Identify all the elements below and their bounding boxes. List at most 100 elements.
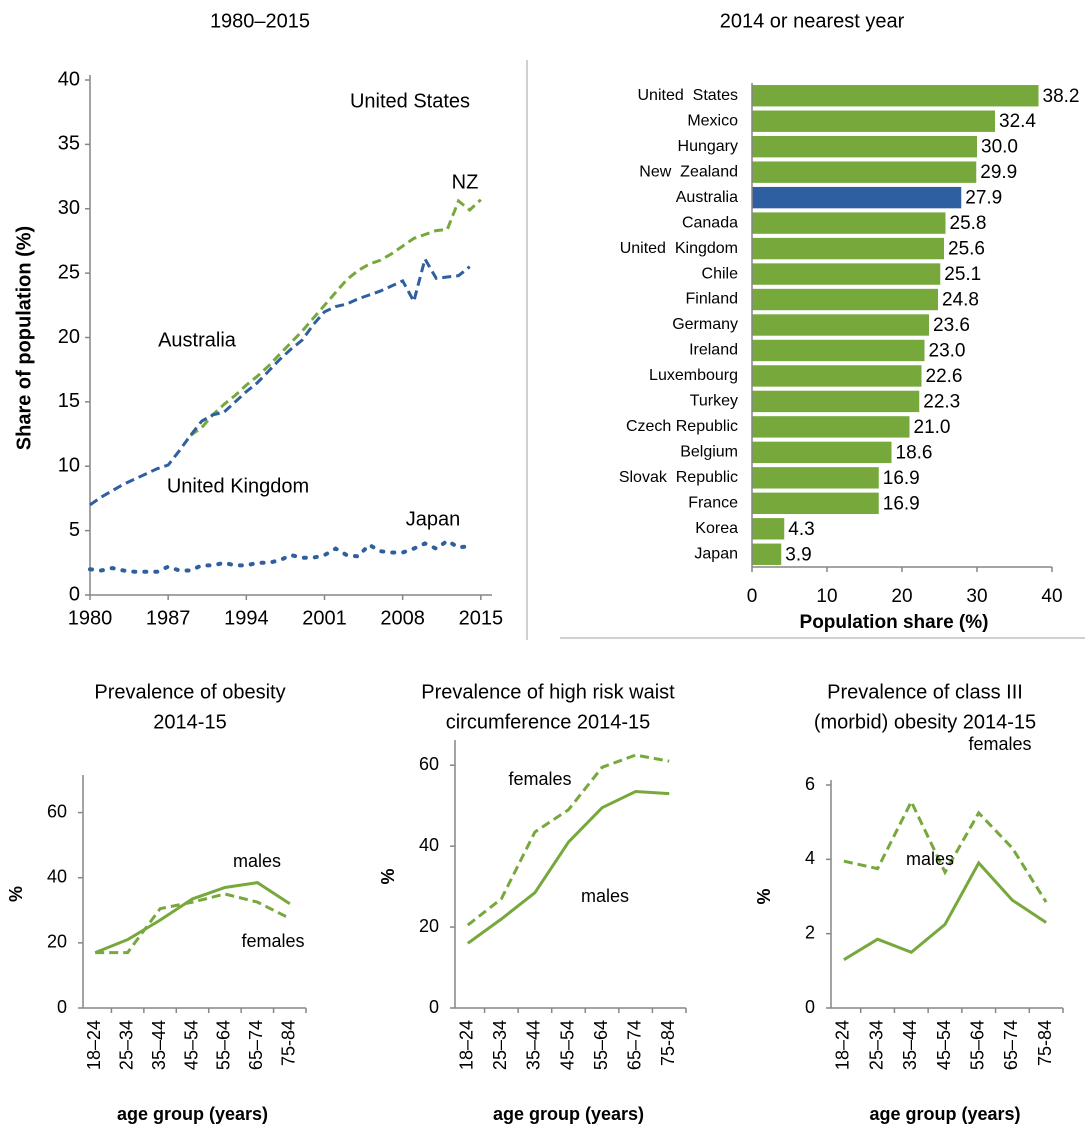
series-label: males bbox=[906, 849, 954, 869]
series-line bbox=[466, 789, 670, 945]
x-tick-label: 2015 bbox=[459, 607, 504, 629]
value-label: 18.6 bbox=[896, 442, 933, 463]
chart-title: Prevalence of high risk waist bbox=[421, 681, 675, 703]
series-line bbox=[189, 198, 482, 437]
chart-title: circumference 2014-15 bbox=[446, 711, 651, 733]
series-label: females bbox=[241, 931, 304, 951]
bar bbox=[752, 110, 995, 132]
series-line bbox=[843, 798, 1048, 903]
category-label: United States bbox=[638, 87, 739, 104]
x-tick-label: 65–74 bbox=[624, 1020, 644, 1070]
x-tick-label: 55–64 bbox=[967, 1020, 987, 1070]
series-label: females bbox=[508, 769, 571, 789]
value-label: 25.8 bbox=[950, 213, 987, 234]
y-tick-label: 0 bbox=[57, 997, 67, 1017]
value-label: 27.9 bbox=[965, 188, 1002, 209]
y-tick-label: 5 bbox=[69, 519, 80, 541]
value-label: 3.9 bbox=[785, 544, 811, 565]
category-label: Czech Republic bbox=[626, 418, 738, 435]
bar bbox=[752, 237, 944, 260]
y-tick-label: 20 bbox=[419, 916, 439, 936]
y-tick-label: 2 bbox=[805, 922, 815, 942]
x-tick-label: 0 bbox=[747, 586, 758, 607]
series-label: United Kingdom bbox=[167, 475, 309, 497]
x-tick-label: 25–34 bbox=[866, 1020, 886, 1070]
series-line bbox=[94, 881, 291, 954]
x-tick-label: 35–44 bbox=[149, 1020, 169, 1070]
chart-title: Prevalence of class III bbox=[827, 681, 1023, 703]
bar bbox=[752, 416, 910, 438]
x-tick-label: 1980 bbox=[68, 607, 113, 629]
x-tick-label: 65–74 bbox=[246, 1020, 266, 1070]
chart-title: 2014-15 bbox=[153, 711, 226, 733]
x-tick-label: 75-84 bbox=[658, 1020, 678, 1066]
bar bbox=[752, 365, 922, 387]
series-label: Japan bbox=[406, 508, 461, 530]
y-tick-label: 40 bbox=[419, 835, 439, 855]
category-label: Chile bbox=[702, 265, 739, 282]
y-tick-label: 0 bbox=[429, 997, 439, 1017]
bar bbox=[752, 492, 879, 515]
x-tick-label: 45–54 bbox=[557, 1020, 577, 1070]
y-tick-label: 0 bbox=[805, 997, 815, 1017]
value-label: 29.9 bbox=[980, 162, 1017, 183]
value-label: 4.3 bbox=[788, 519, 814, 540]
chart-title: 2014 or nearest year bbox=[720, 10, 905, 32]
category-label: Japan bbox=[694, 545, 738, 562]
chart-title: (morbid) obesity 2014-15 bbox=[814, 711, 1036, 733]
series-label: males bbox=[581, 886, 629, 906]
y-axis-label: % bbox=[378, 868, 398, 884]
series-label: females bbox=[968, 734, 1031, 754]
x-tick-label: 18–24 bbox=[84, 1020, 104, 1070]
category-label: Luxembourg bbox=[649, 367, 738, 384]
category-label: Germany bbox=[672, 316, 738, 333]
y-axis-label: Share of population (%) bbox=[13, 226, 35, 450]
series-line bbox=[843, 860, 1047, 961]
y-tick-label: 0 bbox=[69, 583, 80, 605]
value-label: 23.0 bbox=[929, 340, 966, 361]
x-tick-label: 30 bbox=[966, 586, 987, 607]
bar bbox=[752, 390, 920, 413]
bar bbox=[752, 543, 782, 565]
value-label: 22.6 bbox=[926, 366, 963, 387]
x-tick-label: 75-84 bbox=[279, 1020, 299, 1066]
bar bbox=[752, 288, 938, 311]
x-tick-label: 25–34 bbox=[116, 1020, 136, 1070]
category-label: Belgium bbox=[680, 444, 738, 461]
x-tick-label: 25–34 bbox=[490, 1020, 510, 1070]
category-label: Canada bbox=[682, 214, 738, 231]
x-tick-label: 18–24 bbox=[457, 1020, 477, 1070]
bar bbox=[752, 186, 962, 209]
x-axis-label: age group (years) bbox=[117, 1104, 268, 1124]
x-tick-label: 35–44 bbox=[900, 1020, 920, 1070]
x-axis-label: Population share (%) bbox=[800, 612, 989, 633]
x-tick-label: 55–64 bbox=[214, 1020, 234, 1070]
value-label: 38.2 bbox=[1043, 86, 1080, 107]
bar bbox=[752, 85, 1039, 107]
category-label: Mexico bbox=[687, 112, 738, 129]
bar bbox=[752, 263, 941, 285]
series-line bbox=[466, 753, 670, 927]
series-label: males bbox=[233, 851, 281, 871]
y-tick-label: 6 bbox=[805, 774, 815, 794]
value-label: 25.1 bbox=[944, 264, 981, 285]
series-line bbox=[88, 538, 472, 574]
value-label: 16.9 bbox=[883, 493, 920, 514]
value-label: 21.0 bbox=[914, 417, 951, 438]
x-tick-label: 2001 bbox=[302, 607, 347, 629]
bar bbox=[752, 314, 929, 336]
x-tick-label: 45–54 bbox=[934, 1020, 954, 1070]
series-label: Australia bbox=[158, 329, 237, 351]
category-label: United Kingdom bbox=[620, 240, 738, 257]
value-label: 30.0 bbox=[981, 137, 1018, 158]
chart-title: 1980–2015 bbox=[210, 10, 310, 32]
value-label: 25.6 bbox=[948, 239, 985, 260]
x-tick-label: 2008 bbox=[380, 607, 425, 629]
y-tick-label: 60 bbox=[419, 754, 439, 774]
series-label: United States bbox=[350, 90, 470, 112]
category-label: Finland bbox=[686, 291, 738, 308]
category-label: Slovak Republic bbox=[619, 469, 738, 486]
bar bbox=[752, 441, 892, 464]
category-label: Korea bbox=[695, 520, 738, 537]
